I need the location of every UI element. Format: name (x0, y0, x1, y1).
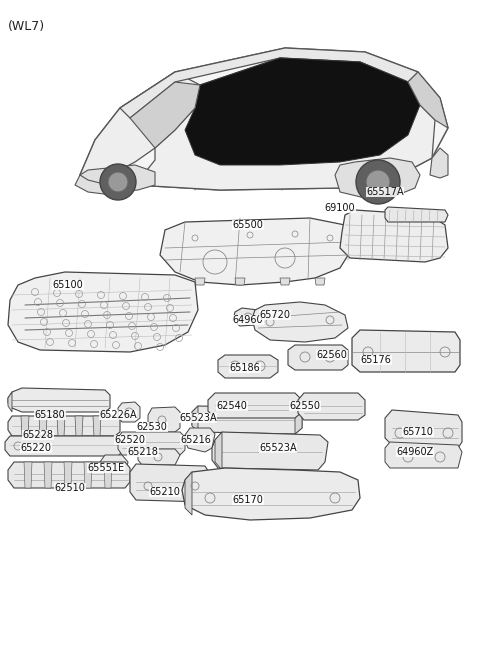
Polygon shape (160, 218, 350, 285)
Polygon shape (315, 278, 325, 285)
Polygon shape (385, 442, 462, 468)
Polygon shape (5, 436, 122, 456)
Polygon shape (93, 416, 101, 436)
Circle shape (356, 160, 400, 204)
Polygon shape (185, 58, 420, 165)
Circle shape (100, 164, 136, 200)
Polygon shape (64, 462, 72, 488)
Text: 69100: 69100 (324, 203, 355, 213)
Polygon shape (385, 410, 462, 448)
Polygon shape (118, 432, 185, 455)
Polygon shape (215, 432, 222, 470)
Circle shape (366, 170, 390, 194)
Polygon shape (138, 449, 180, 465)
Text: 65216: 65216 (180, 435, 211, 445)
Polygon shape (352, 330, 460, 372)
Text: 62540: 62540 (216, 401, 247, 411)
Polygon shape (185, 472, 192, 515)
Polygon shape (8, 272, 198, 352)
Polygon shape (235, 278, 245, 285)
Text: 65100: 65100 (53, 280, 84, 290)
Text: 65218: 65218 (128, 447, 158, 457)
Polygon shape (8, 388, 110, 412)
Polygon shape (80, 48, 448, 190)
Polygon shape (118, 402, 140, 422)
Polygon shape (195, 278, 205, 285)
Polygon shape (57, 416, 65, 436)
Text: 65517A: 65517A (366, 187, 404, 197)
Polygon shape (182, 468, 360, 520)
Polygon shape (21, 416, 29, 436)
Text: 62550: 62550 (289, 401, 321, 411)
Polygon shape (298, 393, 365, 420)
Polygon shape (335, 158, 420, 198)
Text: 65523A: 65523A (259, 443, 297, 453)
Text: 62560: 62560 (317, 350, 348, 360)
Text: 62530: 62530 (137, 422, 168, 432)
Text: 65210: 65210 (150, 487, 180, 497)
Polygon shape (120, 48, 418, 118)
Polygon shape (408, 72, 448, 128)
Text: 65176: 65176 (360, 355, 391, 365)
Text: (WL7): (WL7) (8, 20, 45, 33)
Polygon shape (185, 428, 215, 452)
Polygon shape (84, 462, 92, 488)
Polygon shape (130, 82, 200, 148)
Text: 65226A: 65226A (99, 410, 137, 420)
Polygon shape (192, 406, 198, 432)
Polygon shape (280, 278, 290, 285)
Polygon shape (8, 392, 12, 412)
Polygon shape (80, 165, 155, 192)
Polygon shape (8, 416, 120, 436)
Text: 62520: 62520 (115, 435, 145, 445)
Polygon shape (24, 462, 32, 488)
Polygon shape (130, 464, 210, 502)
Polygon shape (8, 462, 130, 488)
Polygon shape (44, 462, 52, 488)
Polygon shape (295, 408, 302, 434)
Text: 65180: 65180 (35, 410, 65, 420)
Polygon shape (100, 455, 128, 480)
Polygon shape (75, 416, 83, 436)
Text: 64960Z: 64960Z (396, 447, 433, 457)
Polygon shape (212, 432, 328, 470)
Text: 62510: 62510 (55, 483, 85, 493)
Text: 65523A: 65523A (179, 413, 217, 423)
Polygon shape (430, 148, 448, 178)
Text: 65228: 65228 (23, 430, 53, 440)
Text: 65551E: 65551E (87, 463, 125, 473)
Polygon shape (288, 345, 348, 370)
Polygon shape (385, 207, 448, 222)
Text: 64960: 64960 (233, 315, 264, 325)
Polygon shape (233, 308, 260, 326)
Polygon shape (192, 406, 302, 434)
Polygon shape (39, 416, 47, 436)
Text: 65220: 65220 (21, 443, 51, 453)
Polygon shape (148, 407, 180, 432)
Text: 65500: 65500 (233, 220, 264, 230)
Text: 65170: 65170 (233, 495, 264, 505)
Polygon shape (135, 58, 435, 190)
Text: 65186: 65186 (229, 363, 260, 373)
Text: 65710: 65710 (403, 427, 433, 437)
Polygon shape (252, 302, 348, 342)
Polygon shape (208, 393, 302, 418)
Polygon shape (340, 210, 448, 262)
Circle shape (108, 172, 128, 192)
Polygon shape (80, 72, 200, 180)
Text: 65720: 65720 (260, 310, 290, 320)
Polygon shape (218, 355, 278, 378)
Polygon shape (104, 462, 112, 488)
Polygon shape (75, 175, 112, 195)
